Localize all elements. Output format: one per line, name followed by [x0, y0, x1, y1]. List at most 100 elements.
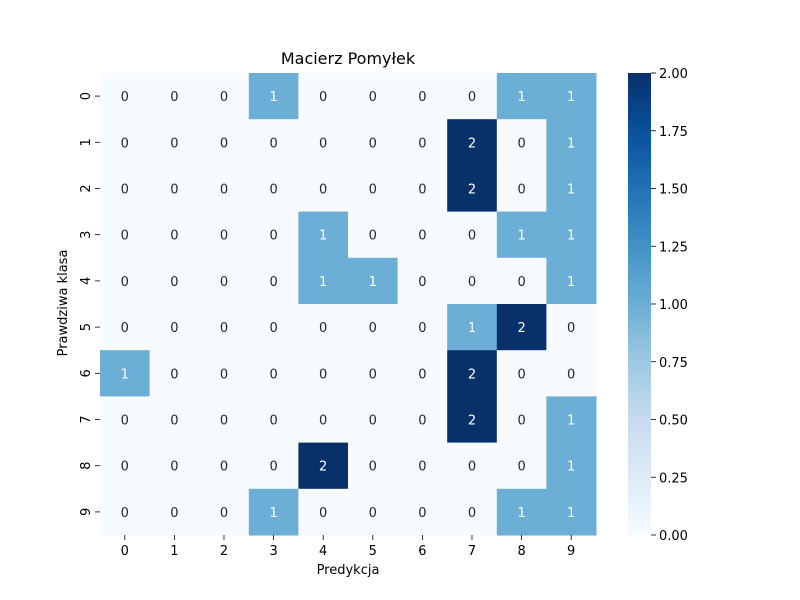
cell-value-9-2: 0	[220, 506, 228, 521]
heatmap-cell-0-8	[496, 73, 547, 120]
cell-value-0-5: 0	[369, 90, 377, 105]
heatmap-cell-8-7	[447, 442, 498, 490]
chart-title: Macierz Pomyłek	[281, 49, 416, 68]
heatmap-cell-0-9	[546, 73, 597, 120]
cell-value-1-0: 0	[121, 136, 129, 151]
y-tick-label-9: 9	[79, 508, 94, 516]
heatmap-cell-2-4	[298, 165, 349, 213]
heatmap-cell-3-2	[199, 211, 250, 259]
heatmap-cell-8-4	[298, 442, 349, 490]
cell-value-7-4: 0	[319, 414, 327, 429]
x-tick-label-8: 8	[517, 544, 525, 559]
heatmap-cell-2-5	[348, 165, 399, 213]
colorbar-tick-label-0.50: 0.50	[659, 414, 688, 429]
cell-value-0-8: 1	[517, 90, 525, 105]
heatmap-cell-0-4	[298, 73, 349, 120]
cell-value-2-0: 0	[121, 183, 129, 198]
colorbar-tick-label-0.75: 0.75	[659, 356, 688, 371]
cell-value-0-3: 1	[269, 90, 277, 105]
heatmap-cell-1-1	[149, 119, 200, 166]
cell-value-9-0: 0	[121, 506, 129, 521]
cell-value-6-3: 0	[269, 367, 277, 382]
heatmap-cell-2-0	[100, 165, 151, 213]
heatmap-cell-9-4	[298, 488, 349, 536]
cell-value-4-4: 1	[319, 275, 327, 290]
cell-value-9-4: 0	[319, 506, 327, 521]
heatmap-cell-6-2	[199, 350, 250, 397]
heatmap-cell-7-0	[100, 396, 151, 444]
cell-labels: 0 0 0 1 0 0 0 0 1 1 0 0 0 0 0 0 0 2 0 1 0 0 0 0 0 0 0 2 0 1 0 0 0 0 1 0 0 0 1 1…	[121, 90, 576, 521]
heatmap-cell-6-1	[149, 350, 200, 397]
cell-value-6-1: 0	[170, 367, 178, 382]
heatmap-cell-1-7	[447, 119, 498, 166]
heatmap-cell-7-8	[496, 396, 547, 444]
cell-value-9-8: 1	[517, 506, 525, 521]
cell-value-1-4: 0	[319, 136, 327, 151]
heatmap-cell-6-5	[348, 350, 399, 397]
heatmap-cell-4-2	[199, 257, 250, 305]
cell-value-8-0: 0	[121, 460, 129, 475]
x-tick-label-6: 6	[418, 544, 426, 559]
heatmap-cell-9-5	[348, 488, 399, 536]
heatmap-cell-5-2	[199, 304, 250, 351]
heatmap-cell-1-8	[496, 119, 547, 166]
y-tick-label-1: 1	[79, 138, 94, 146]
heatmap-cell-3-0	[100, 211, 151, 259]
cell-value-0-4: 0	[319, 90, 327, 105]
heatmap-cell-8-9	[546, 442, 597, 490]
cell-value-7-6: 0	[418, 414, 426, 429]
heatmap-cell-5-8	[496, 304, 547, 351]
heatmap-cell-0-2	[199, 73, 250, 120]
cell-value-0-2: 0	[220, 90, 228, 105]
heatmap-cell-5-5	[348, 304, 399, 351]
cell-value-0-9: 1	[567, 90, 575, 105]
cell-value-8-2: 0	[220, 460, 228, 475]
heatmap-cell-5-3	[248, 304, 299, 351]
x-tick-label-3: 3	[269, 544, 277, 559]
heatmap-cell-6-9	[546, 350, 597, 397]
heatmap-cell-6-6	[397, 350, 448, 397]
cell-value-1-6: 0	[418, 136, 426, 151]
heatmap-cell-9-9	[546, 488, 597, 536]
cell-value-2-9: 1	[567, 183, 575, 198]
cell-value-4-6: 0	[418, 275, 426, 290]
heatmap-cell-4-7	[447, 257, 498, 305]
heatmap-cell-4-4	[298, 257, 349, 305]
heatmap-cell-8-6	[397, 442, 448, 490]
cell-value-1-7: 2	[468, 136, 476, 151]
cell-value-6-5: 0	[369, 367, 377, 382]
heatmap-cell-3-6	[397, 211, 448, 259]
cell-value-7-9: 1	[567, 414, 575, 429]
x-tick-label-4: 4	[319, 544, 327, 559]
heatmap-cell-5-7	[447, 304, 498, 351]
heatmap-cell-1-0	[100, 119, 151, 166]
heatmap-cell-2-6	[397, 165, 448, 213]
y-tick-label-6: 6	[79, 369, 94, 377]
heatmap-cell-8-3	[248, 442, 299, 490]
cell-value-1-5: 0	[369, 136, 377, 151]
cell-value-2-7: 2	[468, 183, 476, 198]
heatmap-cell-0-1	[149, 73, 200, 120]
cell-value-0-0: 0	[121, 90, 129, 105]
cell-value-6-2: 0	[220, 367, 228, 382]
cell-value-3-8: 1	[517, 229, 525, 244]
colorbar-tick-label-1.50: 1.50	[659, 183, 688, 198]
x-tick-label-5: 5	[369, 544, 377, 559]
cell-value-4-0: 0	[121, 275, 129, 290]
colorbar-tick-label-0.00: 0.00	[659, 529, 688, 544]
heatmap-cell-4-1	[149, 257, 200, 305]
heatmap-cell-9-1	[149, 488, 200, 536]
heatmap-cell-5-1	[149, 304, 200, 351]
heatmap-cell-7-3	[248, 396, 299, 444]
cell-value-7-7: 2	[468, 414, 476, 429]
cell-value-9-9: 1	[567, 506, 575, 521]
heatmap-cell-3-3	[248, 211, 299, 259]
cell-value-3-7: 0	[468, 229, 476, 244]
heatmap-cell-3-5	[348, 211, 399, 259]
colorbar-tick-label-1.25: 1.25	[659, 240, 688, 255]
cell-value-7-2: 0	[220, 414, 228, 429]
y-tick-label-5: 5	[79, 323, 94, 331]
colorbar-tick-label-2.00: 2.00	[659, 67, 688, 82]
cell-value-8-3: 0	[269, 460, 277, 475]
